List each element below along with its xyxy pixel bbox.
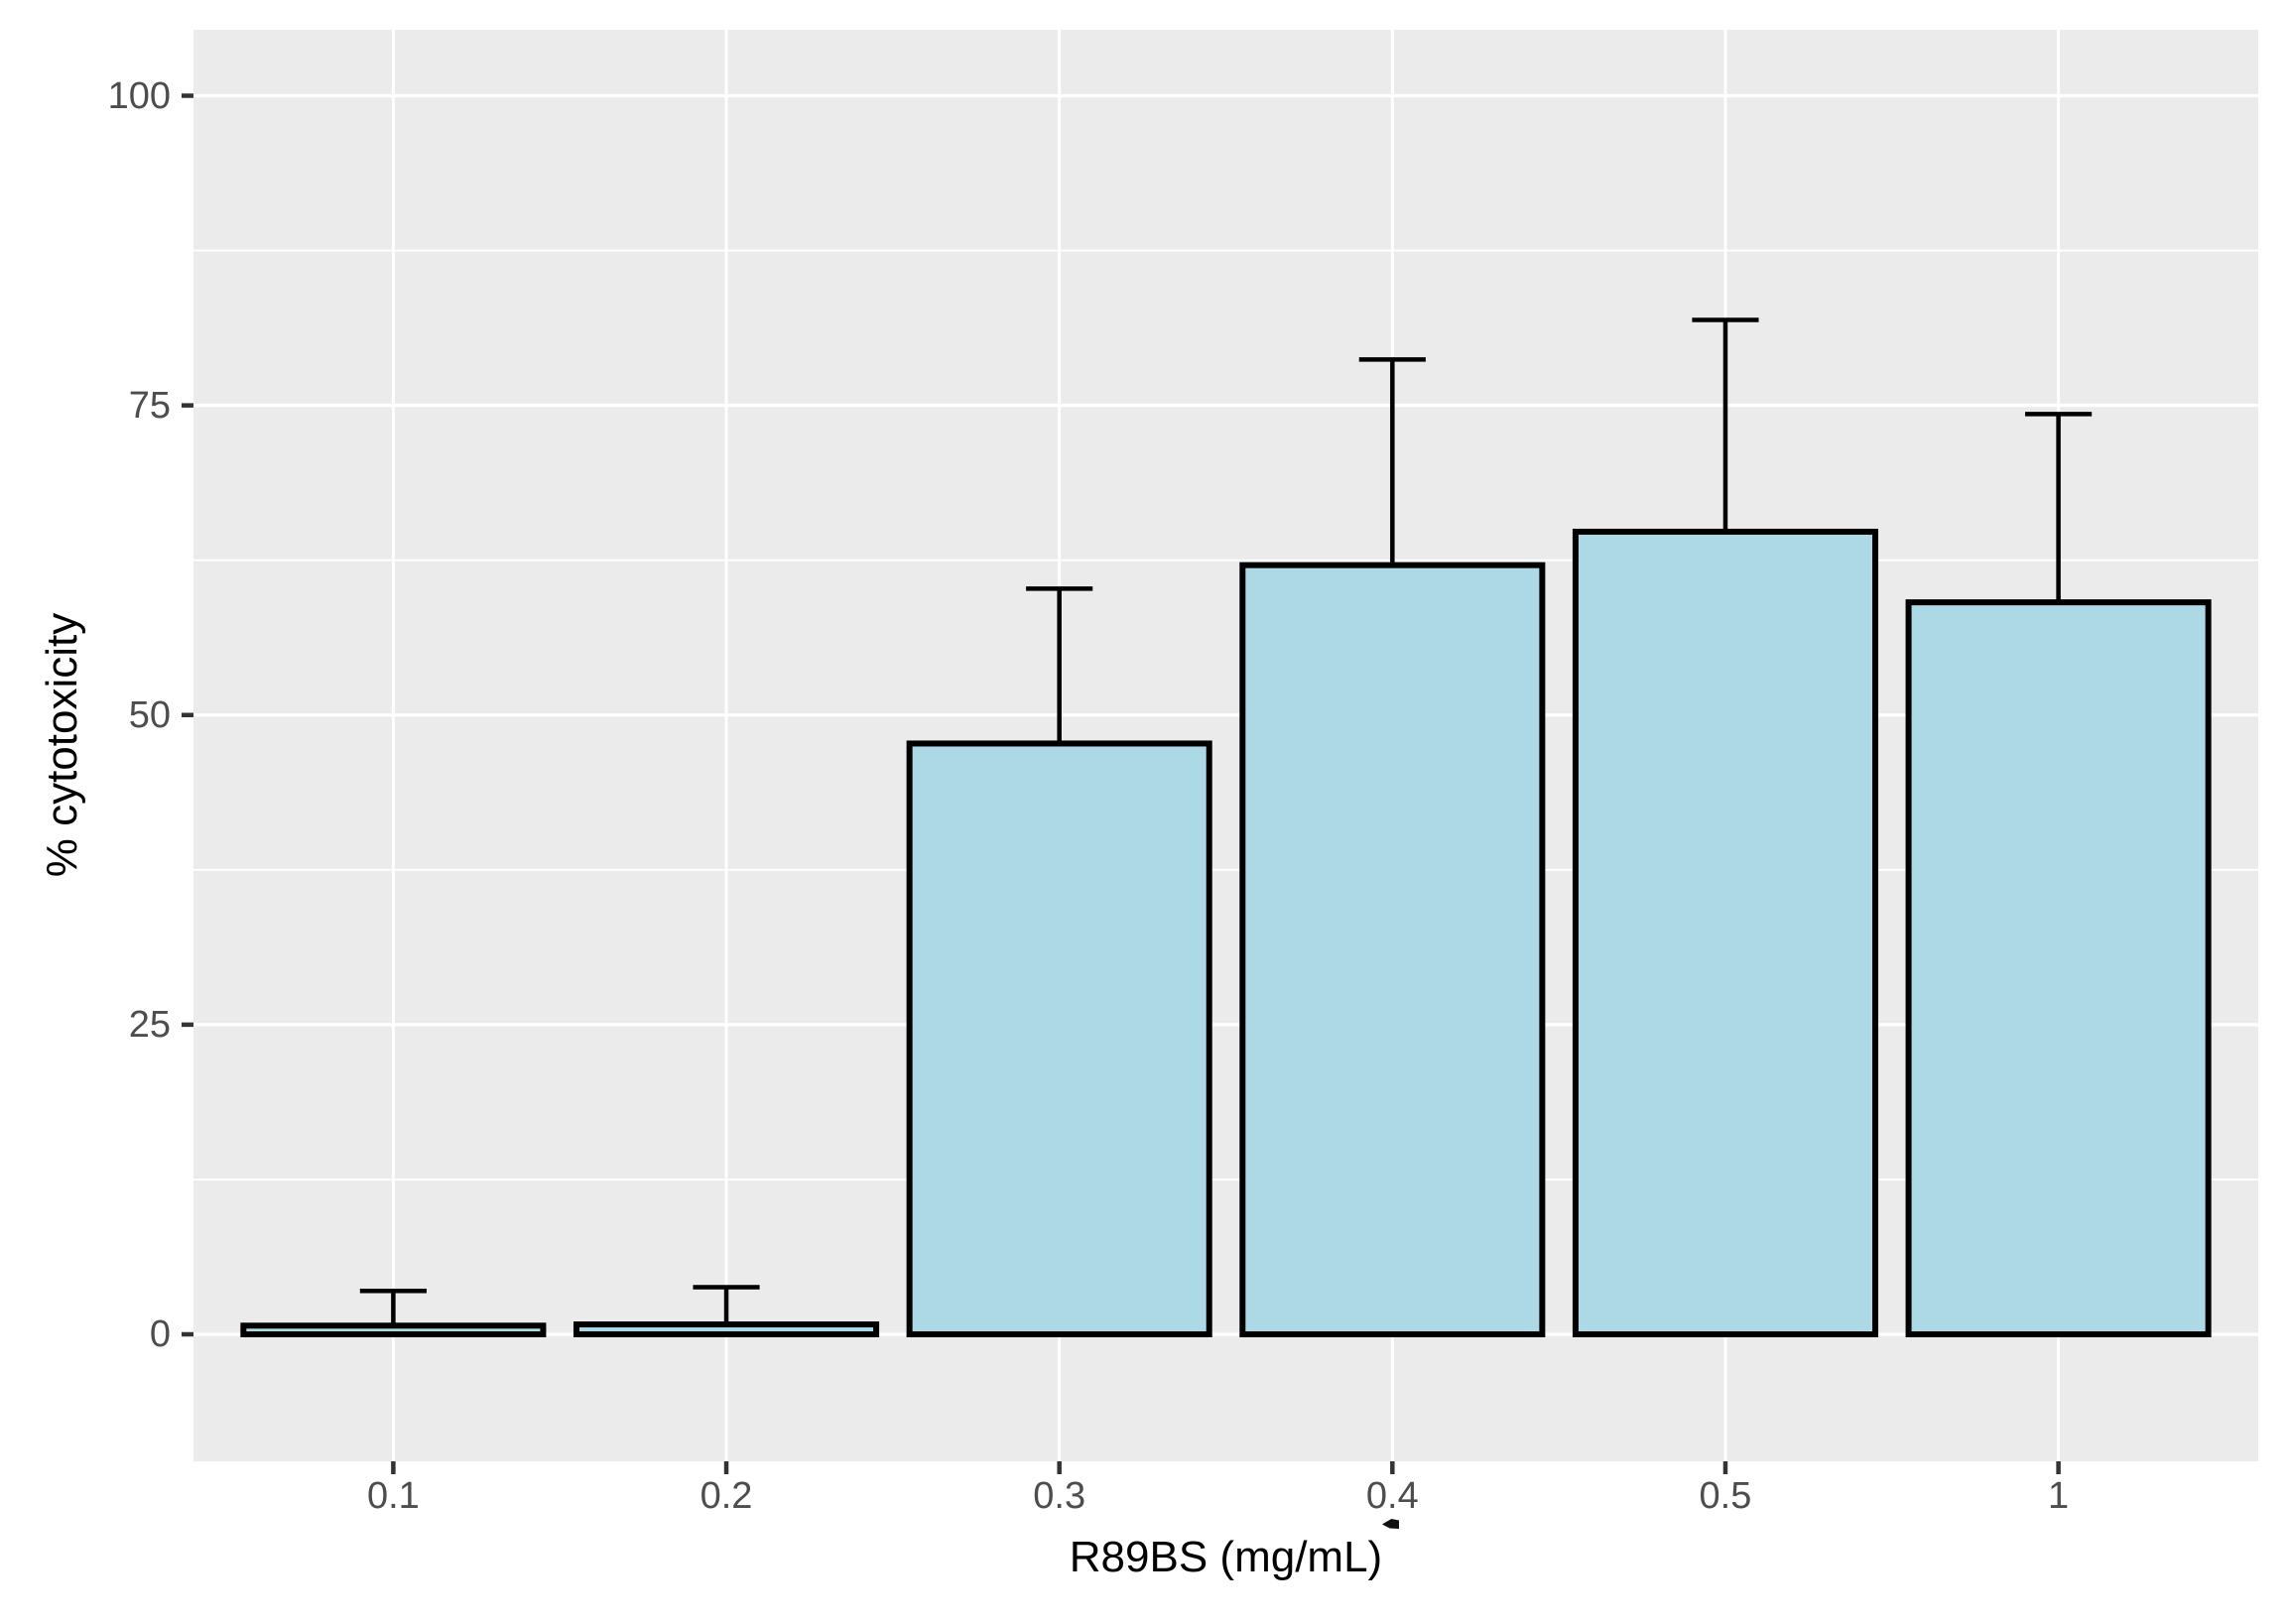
x-tick-label-1: 1 — [2048, 1475, 2070, 1517]
x-tick-label-0.5: 0.5 — [1699, 1475, 1752, 1517]
stray-ink-mark — [1382, 1519, 1399, 1529]
x-tick-label-0.1: 0.1 — [366, 1475, 420, 1517]
x-axis-title: R89BS (mg/mL) — [1069, 1533, 1383, 1581]
x-tick-label-0.3: 0.3 — [1033, 1475, 1086, 1517]
y-axis-title: % cytotoxicity — [38, 612, 86, 878]
x-tick-label-0.4: 0.4 — [1365, 1475, 1419, 1517]
bar-0.3 — [906, 740, 1212, 1337]
bar-0.5 — [1572, 528, 1879, 1337]
y-tick-label-75: 75 — [128, 384, 171, 427]
bar-0.4 — [1239, 562, 1546, 1337]
bar-0.1 — [240, 1322, 547, 1337]
y-tick-label-50: 50 — [128, 693, 171, 736]
bar-0.2 — [573, 1321, 880, 1337]
y-tick-label-0: 0 — [149, 1313, 171, 1355]
x-tick-label-0.2: 0.2 — [700, 1475, 753, 1517]
bar-1 — [1905, 599, 2212, 1337]
y-tick-label-25: 25 — [128, 1003, 171, 1046]
y-tick-label-100: 100 — [107, 74, 171, 117]
